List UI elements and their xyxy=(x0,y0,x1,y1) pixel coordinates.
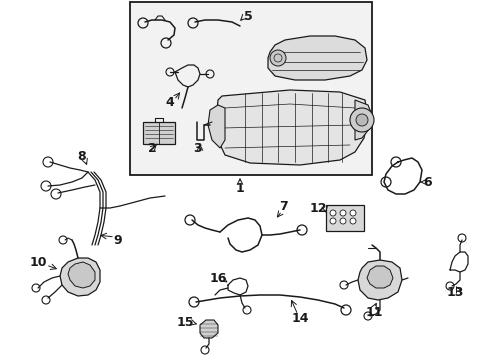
Polygon shape xyxy=(354,100,371,140)
Circle shape xyxy=(339,210,346,216)
Text: 1: 1 xyxy=(235,181,244,194)
Polygon shape xyxy=(200,320,218,338)
Polygon shape xyxy=(207,105,224,148)
Circle shape xyxy=(269,50,285,66)
Polygon shape xyxy=(366,266,392,288)
Text: 5: 5 xyxy=(243,10,252,23)
Polygon shape xyxy=(216,90,367,165)
Bar xyxy=(130,2,371,175)
Text: 13: 13 xyxy=(446,285,463,298)
Text: 6: 6 xyxy=(423,175,431,189)
Circle shape xyxy=(339,218,346,224)
Text: 11: 11 xyxy=(365,306,382,319)
Text: 4: 4 xyxy=(165,95,174,108)
Text: 2: 2 xyxy=(147,141,156,154)
Text: 7: 7 xyxy=(279,201,288,213)
Text: 10: 10 xyxy=(29,256,47,270)
Circle shape xyxy=(349,210,355,216)
Polygon shape xyxy=(357,260,401,300)
Polygon shape xyxy=(267,36,366,80)
Polygon shape xyxy=(60,258,100,296)
Text: 8: 8 xyxy=(78,150,86,163)
Circle shape xyxy=(329,218,335,224)
Bar xyxy=(325,205,363,231)
Text: 14: 14 xyxy=(291,311,308,324)
Text: 16: 16 xyxy=(209,271,226,284)
Bar xyxy=(142,122,175,144)
Circle shape xyxy=(329,210,335,216)
Circle shape xyxy=(349,108,373,132)
Text: 12: 12 xyxy=(308,202,326,215)
Polygon shape xyxy=(68,262,95,288)
Text: 9: 9 xyxy=(113,234,122,247)
Text: 15: 15 xyxy=(176,315,193,328)
Circle shape xyxy=(355,114,367,126)
Circle shape xyxy=(349,218,355,224)
Text: 3: 3 xyxy=(192,141,201,154)
